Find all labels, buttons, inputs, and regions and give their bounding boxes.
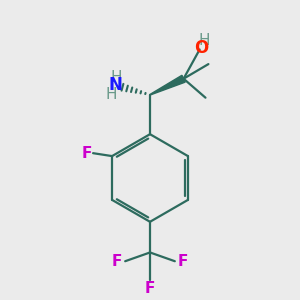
Text: H: H xyxy=(106,87,117,102)
Text: F: F xyxy=(112,254,122,269)
Text: H: H xyxy=(111,70,122,85)
Text: N: N xyxy=(109,76,122,94)
Text: H: H xyxy=(199,33,210,48)
Text: F: F xyxy=(145,281,155,296)
Polygon shape xyxy=(150,75,185,95)
Text: F: F xyxy=(178,254,188,269)
Text: O: O xyxy=(194,39,208,57)
Text: F: F xyxy=(82,146,92,161)
